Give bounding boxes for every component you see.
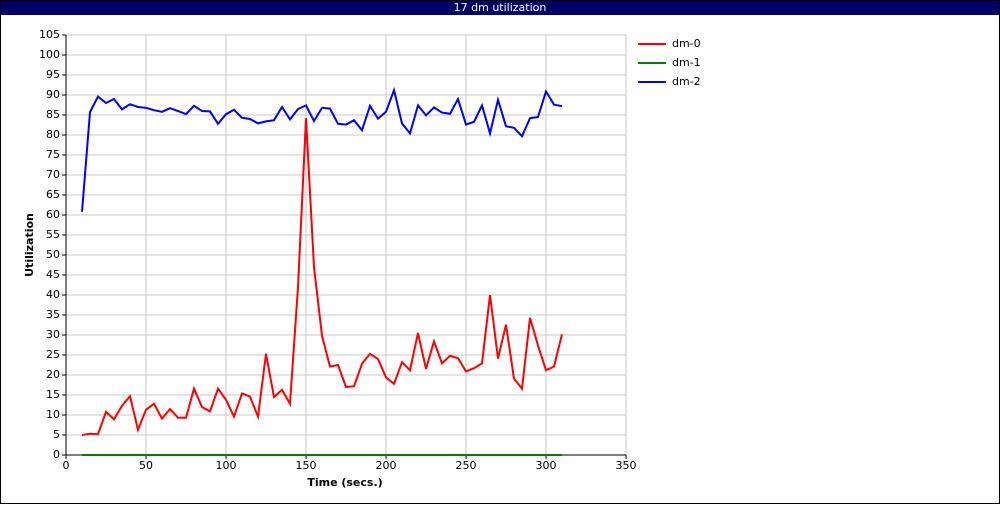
x-tick-label: 150 [296, 459, 317, 472]
y-tick-label: 100 [39, 48, 60, 61]
y-tick-label: 20 [46, 368, 60, 381]
y-tick-label: 60 [46, 208, 60, 221]
y-tick-label: 35 [46, 308, 60, 321]
chart-title: 17 dm utilization [454, 1, 547, 14]
x-tick-label: 350 [616, 459, 637, 472]
x-axis-label: Time (secs.) [307, 476, 382, 489]
y-tick-label: 30 [46, 328, 60, 341]
y-tick-label: 45 [46, 268, 60, 281]
y-tick-label: 105 [39, 28, 60, 41]
y-tick-label: 90 [46, 88, 60, 101]
legend-label: dm-0 [672, 37, 701, 50]
x-tick-label: 100 [216, 459, 237, 472]
legend-label: dm-2 [672, 75, 701, 88]
y-tick-label: 80 [46, 128, 60, 141]
y-tick-label: 50 [46, 248, 60, 261]
x-tick-label: 250 [456, 459, 477, 472]
x-tick-label: 50 [139, 459, 153, 472]
y-tick-label: 15 [46, 388, 60, 401]
x-tick-label: 0 [63, 459, 70, 472]
y-tick-label: 5 [53, 428, 60, 441]
title-bar [1, 1, 999, 15]
y-tick-label: 40 [46, 288, 60, 301]
y-tick-label: 70 [46, 168, 60, 181]
y-tick-label: 55 [46, 228, 60, 241]
y-tick-label: 10 [46, 408, 60, 421]
legend-label: dm-1 [672, 56, 701, 69]
y-tick-label: 25 [46, 348, 60, 361]
x-tick-label: 200 [376, 459, 397, 472]
y-tick-label: 0 [53, 448, 60, 461]
y-tick-label: 65 [46, 188, 60, 201]
series-line [81, 86, 563, 212]
y-tick-label: 75 [46, 148, 60, 161]
x-tick-label: 300 [536, 459, 557, 472]
series-line [81, 118, 563, 436]
y-tick-label: 85 [46, 108, 60, 121]
y-axis-label: Utilization [23, 213, 36, 277]
y-tick-label: 95 [46, 68, 60, 81]
